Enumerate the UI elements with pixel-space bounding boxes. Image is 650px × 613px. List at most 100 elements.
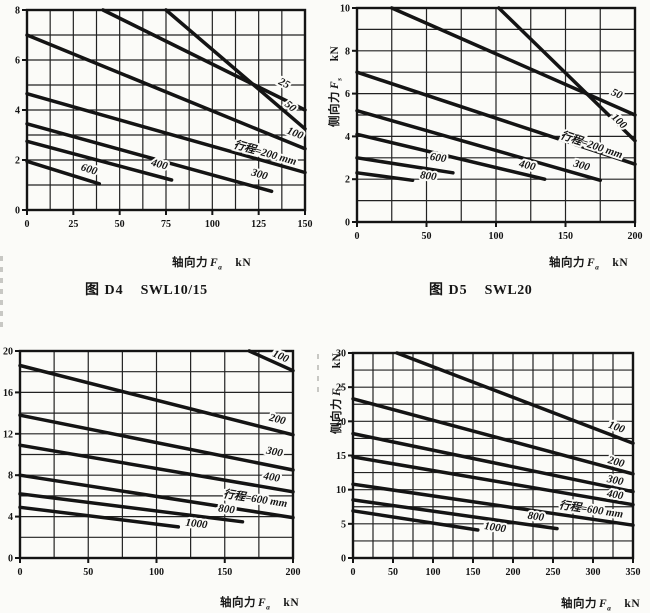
y-axis-label: 侧向力 Fs kN — [328, 353, 345, 434]
x-axis-subscript: a — [607, 603, 612, 613]
x-tick-label: 75 — [161, 219, 171, 230]
series-line — [351, 431, 635, 494]
series-layer — [25, 8, 307, 194]
x-axis-unit: kN — [612, 257, 629, 269]
series-line — [355, 156, 455, 175]
y-tick-label: 0 — [8, 554, 13, 565]
x-tick-label: 200 — [628, 231, 643, 242]
y-tick-label: 25 — [336, 383, 346, 394]
x-axis-unit: kN — [235, 257, 252, 269]
series-line — [18, 473, 295, 520]
series-line — [355, 132, 547, 181]
y-tick-label: 0 — [15, 206, 20, 217]
y-tick-label: 15 — [336, 451, 346, 462]
series-line — [25, 122, 274, 194]
series-line — [25, 91, 307, 175]
x-tick-label: 0 — [355, 231, 360, 242]
x-tick-label: 200 — [286, 567, 301, 578]
x-axis-unit: kN — [283, 597, 300, 609]
series-label: 800 — [419, 169, 437, 183]
series-line — [164, 8, 307, 131]
x-axis-subscript: a — [595, 262, 600, 272]
x-axis-subscript: a — [218, 262, 223, 272]
y-tick-label: 4 — [8, 512, 13, 523]
series-label: 200 — [267, 411, 287, 427]
x-axis-symbol: F — [258, 597, 267, 609]
x-axis-label: 轴向力 Fa kN — [561, 595, 640, 612]
y-axis-unit: kN — [331, 352, 343, 369]
y-tick-label: 6 — [345, 89, 350, 100]
series-label: 25 — [276, 75, 293, 91]
x-tick-label: 25 — [68, 219, 78, 230]
x-axis-symbol: F — [210, 257, 219, 269]
page-edge-artifact — [317, 354, 319, 398]
x-axis-unit: kN — [624, 598, 641, 610]
y-tick-label: 12 — [3, 429, 13, 440]
y-tick-label: 4 — [345, 132, 350, 143]
y-tick-label: 6 — [15, 56, 20, 67]
figure-number: 图 D4 — [85, 283, 124, 298]
x-axis-symbol: F — [587, 257, 596, 269]
series-line — [25, 139, 174, 182]
y-tick-label: 8 — [15, 6, 20, 17]
series-label: 600 — [429, 151, 448, 165]
chart-swl10-15: 0 25 50 75 100 125 150 0 2 4 6 8 25 50 100 行程=200 mm 300… — [0, 0, 325, 310]
page-edge-artifact — [0, 256, 3, 330]
x-tick-label: 150 — [558, 231, 573, 242]
chart-lower-right: 0 50 100 150 200 250 300 350 0 5 10 15 20 25 30 100 200 3… — [325, 310, 650, 613]
y-tick-label: 4 — [15, 106, 20, 117]
x-axis-label: 轴向力 Fa kN — [549, 254, 628, 271]
series-label: 300 — [249, 166, 270, 182]
series-label: 800 — [527, 510, 546, 524]
series-line — [18, 363, 295, 437]
series-label: 50 — [609, 86, 624, 102]
series-label: 400 — [262, 470, 282, 485]
chart-lower-right-canvas: 0 50 100 150 200 250 300 3500510152025301002003… — [336, 349, 641, 579]
x-tick-label: 100 — [426, 567, 441, 578]
series-line — [351, 397, 635, 476]
series-line — [355, 108, 603, 183]
x-tick-label: 50 — [115, 219, 125, 230]
series-line — [355, 70, 637, 166]
x-tick-label: 0 — [351, 567, 356, 578]
chart-swl20: 0 50 100 150 200 0 2 4 6 8 10 50 100 行程=200 mm 300 4 00 6… — [325, 0, 650, 310]
ticks-layer: 0 50 100 150 200 0 2 4 6 8 10 — [340, 4, 643, 243]
x-axis-title: 轴向力 — [172, 257, 208, 269]
series-line — [351, 455, 635, 507]
grid-layer — [356, 7, 636, 223]
figure-model: SWL10/15 — [140, 283, 208, 298]
x-tick-label: 50 — [422, 231, 432, 242]
series-line — [25, 33, 307, 151]
y-axis-symbol: F — [331, 387, 343, 396]
series-label: 1000 — [185, 517, 209, 532]
y-tick-label: 10 — [340, 4, 350, 15]
series-line — [18, 443, 295, 494]
y-axis-unit: kN — [329, 45, 341, 62]
x-axis-title: 轴向力 — [549, 257, 585, 269]
series-line — [25, 159, 102, 186]
x-axis-subscript: a — [266, 602, 271, 612]
x-tick-label: 50 — [388, 567, 398, 578]
y-tick-label: 20 — [336, 417, 346, 428]
series-label: 300 — [264, 444, 284, 459]
y-tick-label: 5 — [341, 519, 346, 530]
x-tick-label: 150 — [466, 567, 481, 578]
x-tick-label: 0 — [18, 567, 23, 578]
x-tick-label: 50 — [83, 567, 93, 578]
y-tick-label: 0 — [345, 218, 350, 229]
series-line — [497, 6, 637, 143]
y-axis-symbol: F — [329, 80, 341, 89]
series-label: 600 — [79, 161, 99, 178]
figure-caption: 图 D4 SWL10/15 — [85, 279, 208, 299]
y-tick-label: 16 — [3, 388, 13, 399]
y-tick-label: 20 — [3, 347, 13, 358]
series-label: 1000 — [483, 520, 507, 535]
x-tick-label: 150 — [298, 219, 313, 230]
series-label: 300 — [571, 157, 592, 173]
x-tick-label: 300 — [586, 567, 601, 578]
y-tick-label: 8 — [8, 471, 13, 482]
series-line — [18, 413, 295, 472]
